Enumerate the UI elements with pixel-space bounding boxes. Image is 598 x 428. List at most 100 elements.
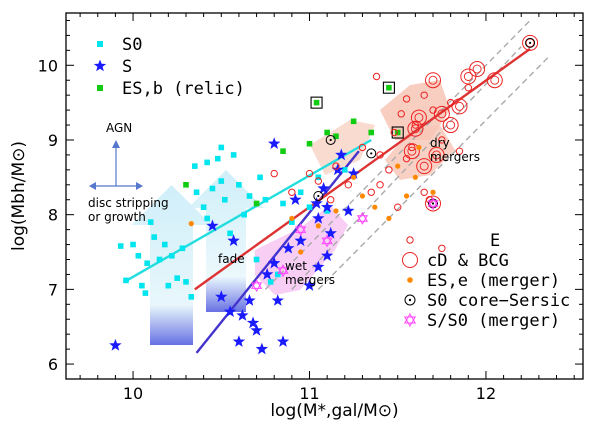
point-e-26 xyxy=(438,244,446,252)
point-cd-bcg-9 xyxy=(469,61,486,78)
point-cd-bcg-0-inner xyxy=(407,146,417,156)
point-s-12 xyxy=(276,335,290,347)
point-s0-core-sersic-2-dot xyxy=(317,194,320,198)
point-e-25 xyxy=(420,188,428,196)
data-points xyxy=(109,34,539,355)
legend-marker-2 xyxy=(97,85,103,91)
x-axis-title: log(M*,gal/M⊙) xyxy=(270,401,398,421)
point-s0-core-sersic-0-dot xyxy=(329,138,332,142)
point-s0-core-sersic-1 xyxy=(366,148,377,159)
legend-label-0: S0 xyxy=(122,35,142,55)
point-s0-core-sersic-1-dot xyxy=(370,152,373,155)
point-e-3 xyxy=(314,177,323,185)
point-s0-17 xyxy=(193,189,200,196)
dashed-relation-2 xyxy=(264,19,531,290)
point-e-11 xyxy=(390,128,398,137)
point-cd-bcg-3 xyxy=(425,72,442,89)
point-e-21 xyxy=(408,143,416,152)
point-e-16 xyxy=(429,106,437,114)
fit-line-e xyxy=(194,47,531,291)
x-tick-label: 11 xyxy=(299,384,319,403)
y-tick-label: 10 xyxy=(38,56,58,75)
point-es-b-relic--4 xyxy=(313,99,320,106)
point-e-20 xyxy=(394,203,402,211)
point-e-18 xyxy=(446,98,455,107)
point-es-b-relic--0 xyxy=(183,181,189,188)
point-es-b-relic--9 xyxy=(386,84,392,91)
background-shapes xyxy=(131,80,455,345)
point-s0-42 xyxy=(204,159,210,166)
point-es-b-relic--5 xyxy=(324,129,330,136)
point-cd-bcg-5-inner xyxy=(437,109,447,119)
point-s0-34 xyxy=(280,200,286,207)
point-e-0 xyxy=(270,169,278,178)
point-s-22 xyxy=(324,226,337,239)
point-s-8 xyxy=(255,342,268,355)
point-e-2 xyxy=(305,169,314,178)
legend-br-label-1: cD & BCG xyxy=(427,251,509,271)
point-s-1 xyxy=(206,219,219,232)
point-e-19 xyxy=(376,181,384,189)
point-s0-36 xyxy=(297,189,304,196)
point-s-17 xyxy=(303,279,316,291)
point-es-b-boxed-1 xyxy=(382,81,395,94)
legend-br-marker-1 xyxy=(402,252,418,268)
point-s-s0-merger--1 xyxy=(295,223,307,237)
point-s0-28 xyxy=(246,193,253,199)
point-s0-21 xyxy=(214,155,221,162)
point-es-e-merger--7 xyxy=(386,215,392,222)
point-s-30 xyxy=(232,335,246,347)
point-es-b-relic--3 xyxy=(306,140,313,147)
point-s-3 xyxy=(223,305,237,317)
wet-mergers-label-1: mergers xyxy=(285,273,335,287)
fit-line-s xyxy=(195,150,360,354)
legend-br-label-0: E xyxy=(490,231,500,251)
legend-br-marker-3-dot xyxy=(408,298,412,302)
point-s0-30 xyxy=(257,174,263,181)
point-cd-bcg-9-inner xyxy=(472,64,482,74)
point-s0-2 xyxy=(130,241,136,248)
point-s0-29 xyxy=(253,256,260,263)
point-s-24 xyxy=(342,204,355,217)
point-s0-40 xyxy=(341,167,348,173)
point-cd-bcg-2-inner xyxy=(419,161,429,171)
point-e-9 xyxy=(376,151,384,159)
legend-br-label-2: ES,e (merger) xyxy=(427,271,560,291)
x-tick-label: 10 xyxy=(123,384,143,403)
point-s0-33 xyxy=(274,271,281,278)
point-e-15 xyxy=(420,91,428,99)
merger-region-2 xyxy=(380,80,450,140)
point-cd-bcg-1 xyxy=(410,109,427,126)
x-tick-label: 12 xyxy=(476,384,496,403)
legend-label-1: S xyxy=(122,57,132,77)
point-s-16 xyxy=(294,234,307,247)
point-s0-1 xyxy=(123,277,129,284)
point-cd-bcg-8-inner xyxy=(463,72,473,81)
point-s-26 xyxy=(335,148,348,161)
point-s-14 xyxy=(282,241,295,254)
point-cd-bcg-12 xyxy=(425,195,442,212)
point-s0-20 xyxy=(209,185,216,192)
dashed-relation-3 xyxy=(317,57,549,290)
point-e-7 xyxy=(358,143,367,152)
point-s0-7 xyxy=(147,219,154,225)
point-es-e-merger--8 xyxy=(403,193,410,199)
point-e-5 xyxy=(332,162,340,170)
point-s-27 xyxy=(321,249,334,261)
y-tick-label: 9 xyxy=(48,131,58,150)
plot-frame xyxy=(65,12,584,380)
point-e-28 xyxy=(372,72,381,81)
point-s0-38 xyxy=(315,174,322,181)
point-e-8 xyxy=(367,188,375,196)
point-s0-32 xyxy=(267,279,274,285)
point-s0-23 xyxy=(222,196,228,203)
point-es-e-merger--10 xyxy=(416,144,422,151)
disc-arrow-head-left xyxy=(89,182,96,190)
y-tick-label: 6 xyxy=(48,355,58,374)
point-s-28 xyxy=(312,260,325,273)
point-s0-9 xyxy=(156,256,163,263)
point-s0-13 xyxy=(174,275,180,281)
point-cd-bcg-13 xyxy=(407,120,424,137)
